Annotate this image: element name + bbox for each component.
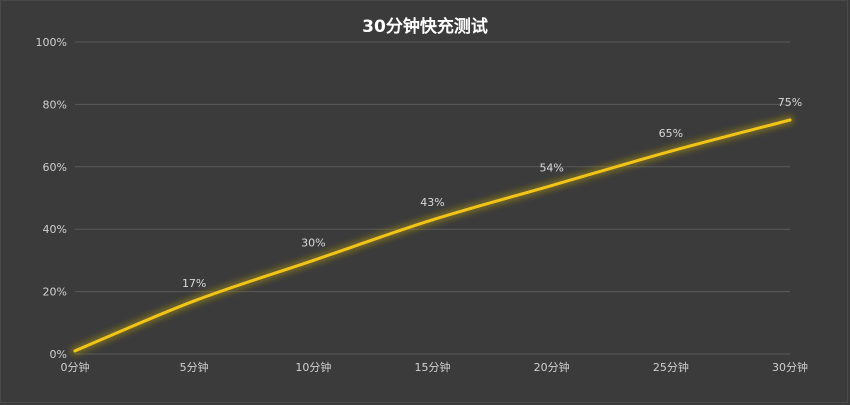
data-point <box>73 349 77 353</box>
x-tick-label: 15分钟 <box>415 360 451 374</box>
y-tick-label: 40% <box>43 223 67 236</box>
data-label: 75% <box>778 96 802 109</box>
series-line <box>73 118 792 353</box>
x-tick-label: 25分钟 <box>653 360 689 374</box>
data-label: 65% <box>659 127 683 140</box>
chart-title: 30分钟快充测试 <box>362 16 488 37</box>
data-label: 17% <box>182 277 206 290</box>
data-point <box>192 299 196 303</box>
y-tick-label: 100% <box>36 36 67 49</box>
data-point <box>788 118 792 122</box>
y-tick-label: 80% <box>43 98 67 111</box>
data-label: 54% <box>539 162 563 175</box>
y-tick-label: 0% <box>50 348 67 361</box>
x-tick-label: 5分钟 <box>180 360 209 374</box>
data-point <box>311 258 315 262</box>
x-tick-label: 30分钟 <box>772 360 808 374</box>
series-line-glow <box>70 115 795 356</box>
x-tick-label: 0分钟 <box>61 360 90 374</box>
x-tick-label: 20分钟 <box>534 360 570 374</box>
data-point <box>669 149 673 153</box>
x-tick-label: 10分钟 <box>295 360 331 374</box>
y-tick-label: 60% <box>43 161 67 174</box>
data-point <box>550 184 554 188</box>
data-label: 30% <box>301 236 325 249</box>
data-point <box>431 218 434 222</box>
y-tick-label: 20% <box>43 286 67 299</box>
data-label: 43% <box>420 196 444 209</box>
